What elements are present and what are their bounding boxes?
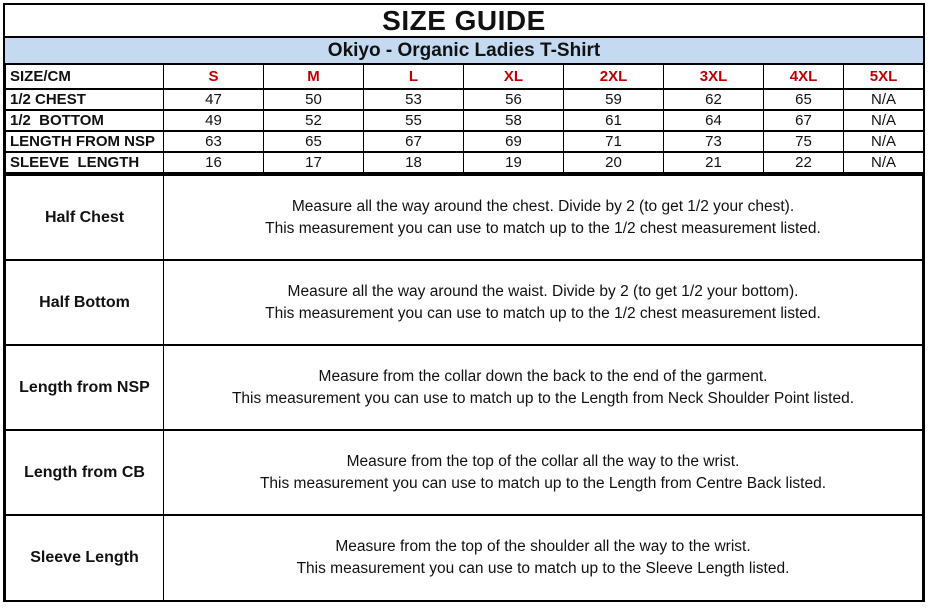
- size-col-xl: XL: [463, 65, 564, 90]
- size-header-row: SIZE/CM S M L XL 2XL 3XL 4XL 5XL: [5, 65, 924, 90]
- size-guide-sheet: SIZE GUIDE Okiyo - Organic Ladies T-Shir…: [3, 3, 925, 602]
- size-cell: 22: [763, 151, 844, 174]
- row-label: 1/2 CHEST: [5, 88, 164, 111]
- table-row-sleeve-length: SLEEVE LENGTH 16 17 18 19 20 21 22 N/A: [5, 151, 924, 174]
- desc-label: Length from CB: [5, 429, 164, 516]
- desc-label: Sleeve Length: [5, 514, 164, 600]
- desc-text: Measure from the collar down the back to…: [163, 344, 923, 431]
- table-row-length-nsp: LENGTH FROM NSP 63 65 67 69 71 73 75 N/A: [5, 130, 924, 153]
- row-label: SLEEVE LENGTH: [5, 151, 164, 174]
- size-col-2xl: 2XL: [563, 65, 664, 90]
- size-col-s: S: [163, 65, 264, 90]
- desc-line-1: Measure all the way around the chest. Di…: [291, 197, 795, 215]
- size-cell: 20: [563, 151, 664, 174]
- page-title: SIZE GUIDE: [5, 5, 923, 38]
- size-cell: 73: [663, 130, 764, 153]
- size-cell: 53: [363, 88, 464, 111]
- size-cell: 71: [563, 130, 664, 153]
- table-row-half-bottom: 1/2 BOTTOM 49 52 55 58 61 64 67 N/A: [5, 109, 924, 132]
- desc-row-half-chest: Half Chest Measure all the way around th…: [5, 174, 923, 261]
- size-cell: 65: [763, 88, 844, 111]
- size-cell: N/A: [843, 88, 924, 111]
- size-cell: 67: [763, 109, 844, 132]
- desc-label: Half Chest: [5, 174, 164, 261]
- size-cell: 75: [763, 130, 844, 153]
- size-cell: 69: [463, 130, 564, 153]
- desc-line-1: Measure all the way around the waist. Di…: [287, 282, 799, 300]
- product-subtitle: Okiyo - Organic Ladies T-Shirt: [5, 38, 923, 65]
- desc-line-1: Measure from the top of the collar all t…: [346, 452, 740, 470]
- size-col-4xl: 4XL: [763, 65, 844, 90]
- size-cell: 67: [363, 130, 464, 153]
- size-cell: 61: [563, 109, 664, 132]
- desc-row-length-nsp: Length from NSP Measure from the collar …: [5, 344, 923, 431]
- size-cell: 17: [263, 151, 364, 174]
- desc-text: Measure from the top of the collar all t…: [163, 429, 923, 516]
- size-cell: 47: [163, 88, 264, 111]
- size-cell: 56: [463, 88, 564, 111]
- size-cell: N/A: [843, 109, 924, 132]
- desc-line-1: Measure from the collar down the back to…: [318, 367, 768, 385]
- size-unit-label: SIZE/CM: [5, 65, 164, 90]
- row-label: LENGTH FROM NSP: [5, 130, 164, 153]
- desc-line-1: Measure from the top of the shoulder all…: [335, 538, 751, 555]
- size-col-m: M: [263, 65, 364, 90]
- desc-label: Length from NSP: [5, 344, 164, 431]
- size-cell: 21: [663, 151, 764, 174]
- desc-line-2: This measurement you can use to match up…: [231, 389, 855, 407]
- desc-row-length-cb: Length from CB Measure from the top of t…: [5, 429, 923, 516]
- table-row-half-chest: 1/2 CHEST 47 50 53 56 59 62 65 N/A: [5, 88, 924, 111]
- size-cell: 52: [263, 109, 364, 132]
- desc-label: Half Bottom: [5, 259, 164, 346]
- desc-line-2: This measurement you can use to match up…: [265, 219, 821, 237]
- size-cell: 50: [263, 88, 364, 111]
- size-cell: 64: [663, 109, 764, 132]
- desc-row-sleeve-length: Sleeve Length Measure from the top of th…: [5, 514, 923, 600]
- size-cell: N/A: [843, 130, 924, 153]
- size-cell: 19: [463, 151, 564, 174]
- size-cell: 65: [263, 130, 364, 153]
- desc-text: Measure from the top of the shoulder all…: [163, 514, 923, 600]
- size-cell: 59: [563, 88, 664, 111]
- row-label: 1/2 BOTTOM: [5, 109, 164, 132]
- desc-text: Measure all the way around the chest. Di…: [163, 174, 923, 261]
- size-cell: 49: [163, 109, 264, 132]
- size-col-3xl: 3XL: [663, 65, 764, 90]
- desc-text: Measure all the way around the waist. Di…: [163, 259, 923, 346]
- size-cell: 18: [363, 151, 464, 174]
- size-cell: 16: [163, 151, 264, 174]
- size-cell: N/A: [843, 151, 924, 174]
- desc-line-2: This measurement you can use to match up…: [259, 474, 827, 492]
- desc-line-2: This measurement you can use to match up…: [296, 560, 790, 577]
- size-cell: 58: [463, 109, 564, 132]
- size-col-l: L: [363, 65, 464, 90]
- desc-row-half-bottom: Half Bottom Measure all the way around t…: [5, 259, 923, 346]
- size-cell: 55: [363, 109, 464, 132]
- size-table: SIZE/CM S M L XL 2XL 3XL 4XL 5XL 1/2 CHE…: [5, 65, 924, 174]
- size-cell: 62: [663, 88, 764, 111]
- measurement-description-table: Half Chest Measure all the way around th…: [5, 174, 923, 600]
- desc-line-2: This measurement you can use to match up…: [265, 304, 821, 322]
- size-col-5xl: 5XL: [843, 65, 924, 90]
- size-cell: 63: [163, 130, 264, 153]
